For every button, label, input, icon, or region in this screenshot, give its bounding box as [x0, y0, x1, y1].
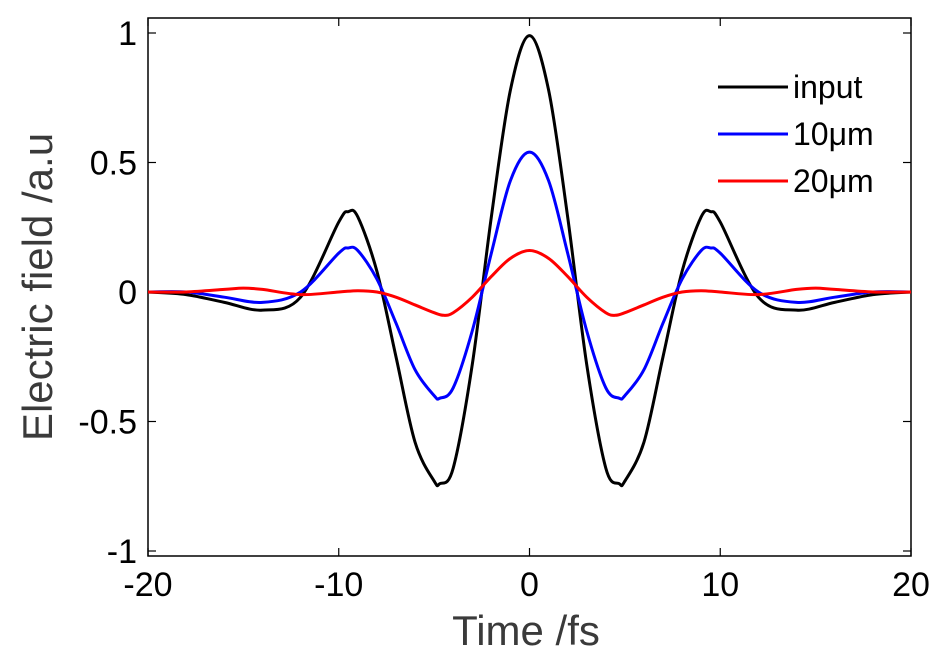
y-tick-label: 0 [118, 274, 137, 312]
series-input-line [147, 34, 912, 488]
tick-labels: -20 -10 0 10 20 -1 -0.5 0 0.5 1 [78, 15, 930, 604]
y-tick-label: -0.5 [78, 404, 137, 442]
legend-label: 20μm [793, 163, 874, 199]
x-tick-label: -10 [314, 566, 363, 604]
legend-label: input [793, 69, 863, 105]
legend: input 10μm 20μm [718, 69, 874, 199]
y-axis-title: Electric field /a.u [14, 133, 61, 441]
y-tick-label: 0.5 [90, 145, 137, 183]
x-tick-label: 20 [892, 566, 930, 604]
x-tick-label: 0 [520, 566, 539, 604]
y-tick-label: 1 [118, 15, 137, 53]
x-axis-title: Time /fs [452, 607, 600, 654]
legend-label: 10μm [793, 116, 874, 152]
x-tick-label: -20 [123, 566, 172, 604]
series-layer [147, 34, 912, 488]
series-20um-line [147, 249, 912, 317]
y-tick-label: -1 [107, 533, 137, 571]
x-tick-label: 10 [701, 566, 739, 604]
series-10um-line [147, 150, 912, 401]
